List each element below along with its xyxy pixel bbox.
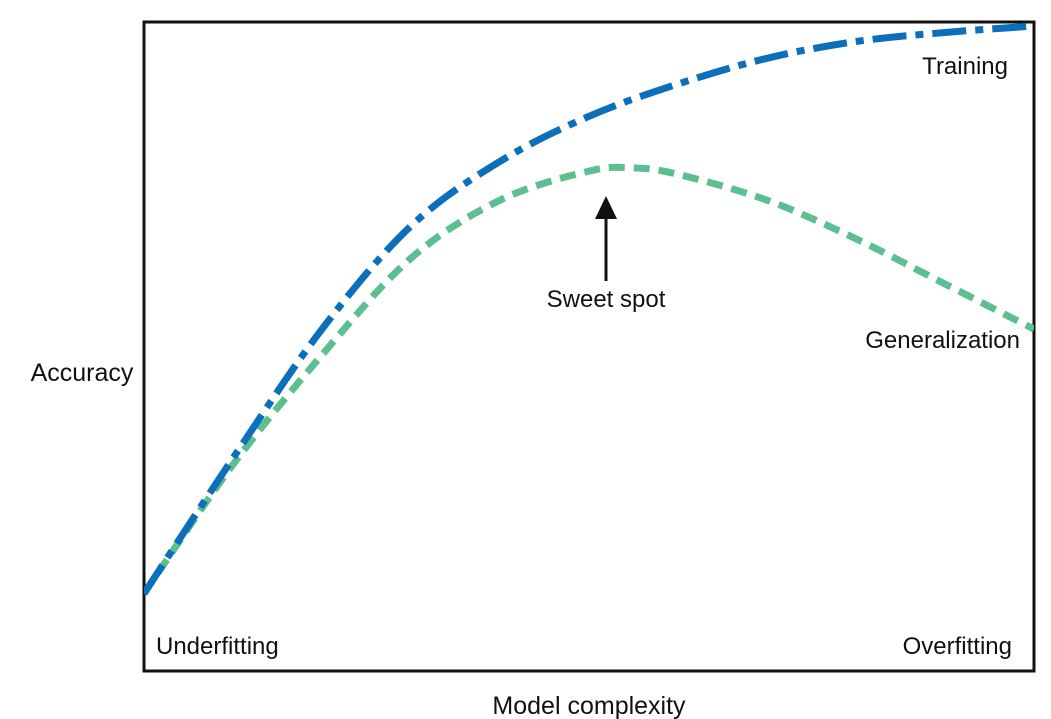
series-line-training — [144, 22, 1034, 596]
arrow-head — [595, 196, 617, 219]
overfitting-label: Overfitting — [903, 633, 1012, 660]
sweet-spot-label: Sweet spot — [547, 286, 666, 313]
series-label-training: Training — [922, 53, 1008, 80]
underfitting-label: Underfitting — [156, 633, 279, 660]
x-axis-label: Model complexity — [492, 692, 686, 719]
series-line-generalization — [144, 163, 1034, 596]
sweet-spot-arrow — [595, 196, 617, 281]
y-axis-label: Accuracy — [31, 359, 134, 387]
plot-frame — [142, 20, 1036, 673]
series-label-generalization: Generalization — [865, 327, 1020, 354]
series-layer — [144, 22, 1034, 596]
